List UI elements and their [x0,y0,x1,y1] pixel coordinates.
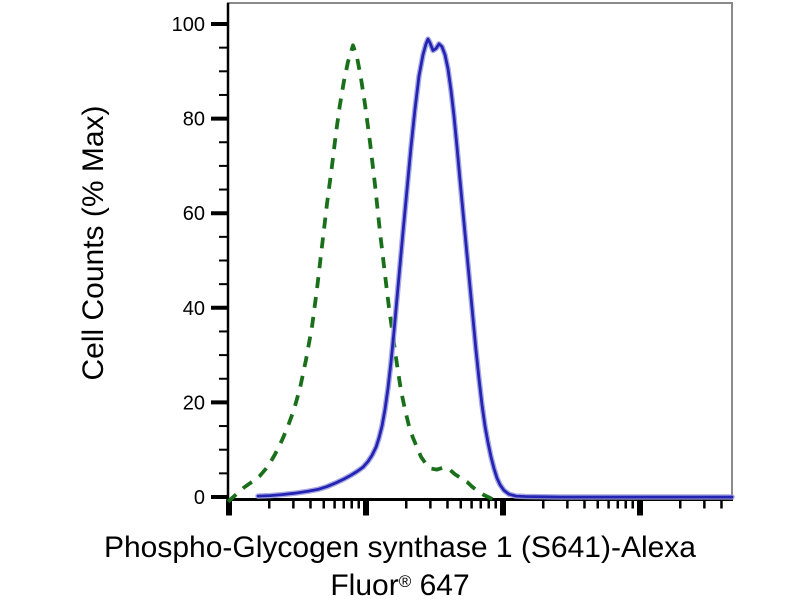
y-tick-label: 0 [194,487,205,509]
plot-frame [227,2,733,500]
y-axis-title: Cell Counts (% Max) [77,105,110,380]
y-tick-label: 80 [183,109,205,131]
x-axis-caption: Phospho-Glycogen synthase 1 (S641)-Alexa… [0,531,800,603]
x-axis-ticks [226,499,723,516]
y-tick-label: 20 [183,392,205,414]
y-axis-tick-labels: 0 20 40 60 80 100 [172,14,205,509]
blue-solid-curve [255,36,735,500]
y-tick-label: 60 [183,203,205,225]
axis-lines [226,3,733,501]
x-axis-caption-line1: Phospho-Glycogen synthase 1 (S641)-Alexa [103,531,696,564]
y-tick-label: 100 [172,14,205,36]
green-dashed-curve [226,43,498,504]
x-axis-caption-line2: Fluor® 647 [330,569,470,602]
y-tick-label: 40 [183,298,205,320]
y-axis-ticks [211,22,228,499]
registered-trademark-symbol: ® [398,572,412,591]
